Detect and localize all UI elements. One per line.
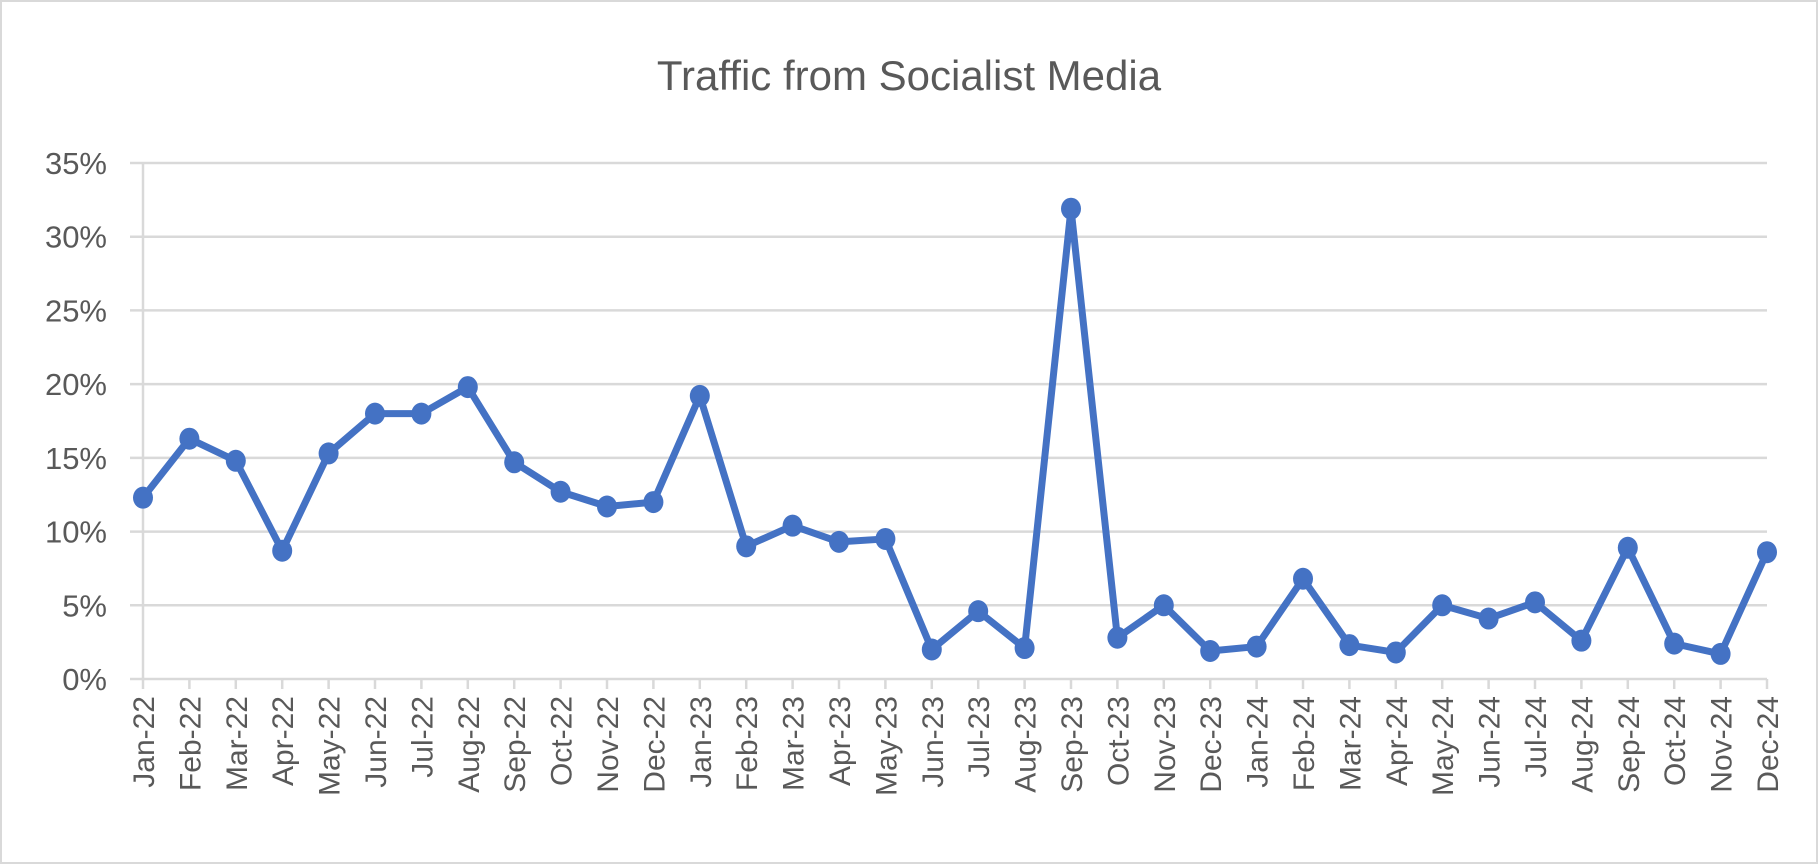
data-point-Jul-24	[1525, 591, 1545, 614]
x-tick-label: Jun-23	[917, 696, 950, 788]
data-point-Sep-22	[504, 451, 525, 474]
x-tick-label: Jul-24	[1520, 696, 1553, 778]
data-point-Aug-22	[457, 376, 478, 399]
y-axis-ticks: 0% 5% 10% 15% 20% 25% 30% 35%	[45, 146, 107, 697]
x-tick-label: Jan-24	[1242, 696, 1275, 788]
x-tick-label: May-23	[870, 696, 903, 796]
data-point-Nov-22	[597, 495, 617, 518]
data-point-Jun-23	[921, 638, 942, 661]
data-point-May-22	[318, 442, 339, 465]
x-tick-label: May-24	[1427, 696, 1460, 796]
x-tick-label: Nov-22	[592, 696, 625, 793]
data-point-Mar-23	[782, 514, 803, 537]
data-point-Oct-23	[1107, 626, 1128, 649]
series-line-path	[140, 205, 1771, 658]
data-point-Apr-23	[829, 530, 849, 553]
x-tick-label: Apr-24	[1381, 696, 1414, 786]
x-tick-label: Mar-23	[778, 696, 811, 791]
x-tick-label: Jul-23	[963, 696, 996, 778]
x-tick-label: Jun-22	[360, 696, 393, 788]
data-point-Jan-24	[1246, 635, 1267, 658]
x-tick-label: Jan-22	[128, 696, 161, 788]
data-point-Mar-22	[225, 449, 246, 472]
data-point-Oct-24	[1664, 632, 1685, 655]
y-tick-label: 15%	[45, 441, 107, 476]
y-tick-label: 20%	[45, 367, 107, 402]
x-tick-label: May-22	[314, 696, 347, 796]
gridlines	[130, 161, 1767, 681]
y-tick-label: 35%	[45, 146, 107, 181]
y-tick-label: 30%	[45, 220, 107, 255]
x-tick-label: Oct-24	[1659, 696, 1692, 786]
x-tick-label: Sep-22	[499, 696, 532, 793]
data-point-May-23	[875, 527, 896, 550]
data-point-Apr-24	[1385, 641, 1406, 664]
data-point-Feb-22	[179, 427, 200, 450]
y-tick-label: 25%	[45, 293, 107, 328]
y-tick-label: 5%	[62, 588, 107, 623]
data-point-Dec-24	[1757, 541, 1777, 564]
x-tick-label: Jan-23	[685, 696, 718, 788]
x-tick-label: Feb-23	[731, 696, 764, 791]
data-point-Feb-24	[1293, 567, 1313, 590]
x-tick-label: Feb-22	[174, 696, 207, 791]
data-point-Nov-24	[1710, 642, 1731, 665]
x-tick-label: Apr-22	[267, 696, 300, 786]
data-point-Mar-24	[1339, 634, 1360, 657]
x-tick-label: Aug-23	[1010, 696, 1043, 793]
data-point-Jul-23	[968, 600, 989, 623]
x-tick-label: Nov-23	[1149, 696, 1182, 793]
series-line	[133, 197, 1777, 665]
data-point-Jun-22	[365, 402, 385, 425]
data-point-Apr-22	[272, 539, 293, 562]
x-tick-label: Nov-24	[1706, 696, 1739, 793]
x-tick-label: Oct-22	[546, 696, 579, 786]
data-point-May-24	[1432, 594, 1453, 617]
x-tick-label: Dec-22	[638, 696, 671, 793]
data-point-Sep-24	[1617, 536, 1638, 559]
data-point-Jul-22	[411, 402, 432, 425]
data-point-Oct-22	[550, 480, 571, 503]
x-tick-label: Apr-23	[824, 696, 857, 786]
x-axis: Jan-22 Feb-22 Mar-22 Apr-22 May-22 Jun-22 Jul-…	[128, 163, 1785, 796]
x-tick-label: Sep-24	[1613, 696, 1646, 793]
x-tick-label: Mar-24	[1334, 696, 1367, 791]
x-tick-label: Dec-23	[1195, 696, 1228, 793]
x-tick-label: Jun-24	[1474, 696, 1507, 788]
x-tick-label: Jul-22	[406, 696, 439, 778]
chart-title: Traffic from Socialist Media	[657, 52, 1162, 99]
x-tick-label: Aug-22	[453, 696, 486, 793]
data-point-Jun-24	[1478, 607, 1499, 630]
data-point-Aug-23	[1014, 637, 1035, 660]
x-tick-label: Sep-23	[1056, 696, 1089, 793]
x-tick-label: Aug-24	[1566, 696, 1599, 793]
data-point-Jan-23	[689, 384, 710, 407]
data-point-Nov-23	[1153, 594, 1174, 617]
data-point-Sep-23	[1061, 197, 1081, 220]
data-point-Dec-22	[643, 491, 664, 514]
y-tick-label: 10%	[45, 515, 107, 550]
x-tick-label: Dec-24	[1752, 696, 1785, 793]
x-tick-label: Oct-23	[1102, 696, 1135, 786]
data-point-Jan-22	[133, 486, 153, 509]
data-point-Aug-24	[1571, 629, 1592, 652]
data-point-Dec-23	[1200, 639, 1221, 662]
x-tick-label: Mar-22	[221, 696, 254, 791]
x-tick-label: Feb-24	[1288, 696, 1321, 791]
data-point-Feb-23	[736, 535, 757, 558]
y-tick-label: 0%	[62, 662, 107, 697]
